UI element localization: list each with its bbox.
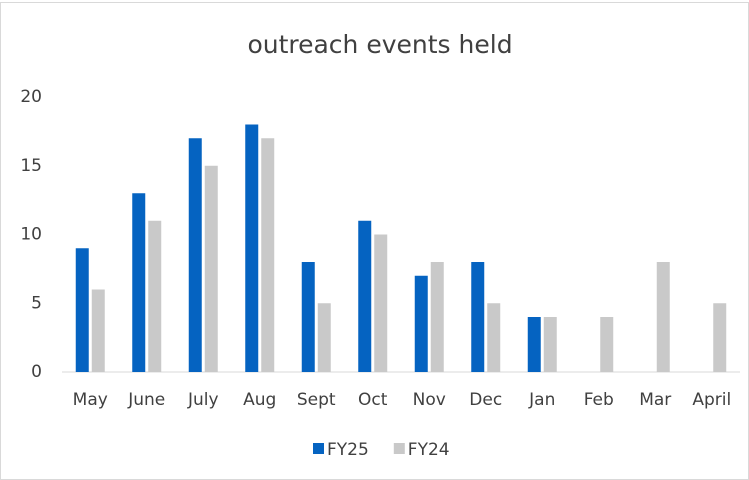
y-tick-label: 0 [31,362,42,382]
bar [414,275,428,372]
bar [543,317,557,372]
bar [430,262,444,372]
bar [317,303,331,372]
x-tick-label: Mar [639,390,671,410]
y-tick-label: 15 [20,156,42,176]
bar [245,124,259,372]
y-tick-label: 20 [20,87,42,107]
x-tick-label: June [127,390,165,410]
legend-label: FY25 [327,440,369,460]
y-tick-label: 10 [20,225,42,245]
bar [301,262,315,372]
x-tick-label: Jan [528,390,555,410]
x-tick-label: Sept [297,390,336,410]
bar [487,303,501,372]
x-tick-label: Dec [469,390,502,410]
bar [713,303,727,372]
bar [132,193,146,372]
bar [188,138,202,372]
bar [148,220,162,372]
bar [471,262,485,372]
x-tick-label: May [73,390,108,410]
legend-swatch [313,443,324,454]
legend-label: FY24 [408,440,450,460]
bar [75,248,89,372]
x-tick-label: July [187,390,219,410]
x-tick-label: Aug [243,390,276,410]
x-tick-label: April [692,390,731,410]
bar [527,317,541,372]
x-tick-label: Nov [413,390,446,410]
bar [656,262,670,372]
x-tick-label: Oct [358,390,388,410]
bar [358,220,372,372]
x-tick-label: Feb [584,390,614,410]
bar [374,234,388,372]
bar [600,317,614,372]
bar [261,138,275,372]
bar [91,289,105,372]
chart-title: outreach events held [247,30,512,59]
legend-swatch [393,443,405,454]
y-tick-label: 5 [31,293,42,313]
bar [204,165,218,372]
